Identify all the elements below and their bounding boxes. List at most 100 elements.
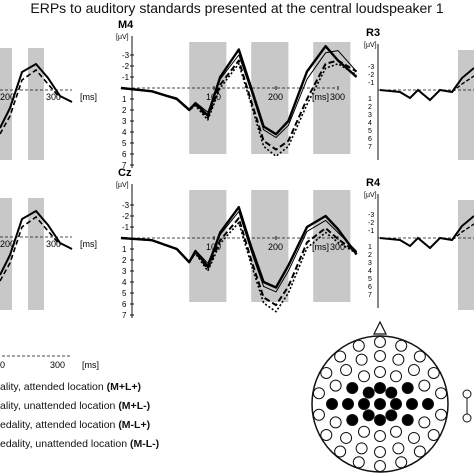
legend-item-m-minus-l-minus: edality, unattended location (M-L-) [0, 437, 159, 451]
electrode-open [320, 367, 333, 379]
y-tick-label: -1 [122, 223, 130, 232]
electrode-filled [385, 386, 398, 399]
x-unit-label: [ms] [312, 242, 329, 252]
series-line-dashed [451, 75, 474, 93]
electrode-open [392, 353, 405, 366]
x-tick-label: 200 [268, 242, 283, 252]
series-line-dashed [451, 223, 474, 241]
electrode-open [395, 456, 408, 469]
electrode-open [352, 456, 365, 469]
electrode-open [413, 445, 426, 458]
electrode-filled [362, 386, 375, 399]
series-line-solid-thick [379, 67, 474, 102]
series-line-solid-thick [379, 215, 474, 250]
y-tick-label: -2 [122, 62, 130, 71]
electrode-open [312, 408, 325, 421]
y-tick-label: 6 [122, 150, 127, 159]
shaded-window [28, 198, 44, 310]
electrode-open [352, 339, 365, 352]
y-tick-label: -1 [368, 228, 374, 235]
shaded-window [313, 42, 351, 154]
y-tick-label: 4 [368, 120, 372, 127]
y-tick-label: 7 [368, 144, 372, 151]
x-tick-label: 200 [0, 239, 15, 249]
y-unit-label: [µV] [116, 182, 129, 189]
shaded-window [0, 198, 12, 310]
electrode-open [355, 442, 368, 455]
electrode-filled [374, 414, 386, 426]
electrode-open [390, 370, 402, 383]
electrode-open [435, 387, 448, 400]
electrode-group [312, 336, 448, 472]
y-tick-label: -2 [122, 212, 130, 221]
y-tick-label: 2 [368, 104, 372, 111]
y-unit-label: [µV] [364, 192, 377, 199]
y-tick-label: 3 [122, 267, 127, 276]
x-tick-label: 300 [330, 242, 345, 252]
series-line-dashed [120, 217, 358, 307]
legend-code: (M-L+) [118, 419, 151, 431]
electrode-open [374, 350, 386, 362]
x-tick-label: 300 [330, 92, 345, 102]
electrode-filled [346, 414, 359, 426]
legend-text: edality, unattended location [0, 438, 130, 450]
electrode-filled [358, 398, 370, 410]
electrode-open [340, 431, 353, 444]
electrode-open [390, 425, 402, 438]
electrode-open [358, 370, 370, 383]
electrode-open [329, 379, 342, 392]
electrode-filled [362, 409, 375, 422]
y-tick-label: -1 [368, 80, 374, 87]
legend-item-m-plus-l-minus: ality, unattended location (M+L-) [0, 399, 150, 413]
electrode-open [427, 429, 440, 441]
electrode-open [435, 408, 448, 421]
y-tick-label: 7 [122, 161, 127, 170]
panel-left-truncated: 200 300 [ms] [0, 48, 97, 160]
electrode-open [340, 364, 353, 377]
y-tick-label: 6 [368, 284, 372, 291]
y-tick-label: 5 [122, 289, 127, 298]
electrode-filled [401, 414, 414, 426]
panel-left-truncated: 200 300 [ms] [0, 198, 97, 310]
series-line-dashed [0, 68, 61, 135]
electrode-filled [374, 382, 386, 394]
electrode-filled [374, 398, 386, 410]
electrode-open [374, 366, 386, 378]
electrode-open [374, 460, 386, 472]
electrode-open [329, 416, 342, 429]
electrode-open [418, 416, 431, 429]
electrode-open [374, 446, 386, 458]
electrode-filled [422, 398, 434, 410]
electrode-filled [326, 398, 338, 410]
electrode-open [355, 353, 368, 366]
y-tick-label: 2 [122, 106, 127, 115]
electrode-open [334, 350, 347, 363]
panel-cz: Cz [µV] -3 -2 -1 1 2 3 4 5 6 7 100 200 300[ms] [116, 167, 358, 320]
shaded-window [313, 190, 351, 302]
legend-text: ality, attended location [0, 381, 107, 393]
electrode-open [374, 430, 386, 442]
electrode-open [418, 379, 431, 392]
electrode-map [311, 320, 472, 473]
electrode-filled [342, 398, 354, 410]
scale-tick-label: 0 [0, 360, 5, 370]
y-tick-label: 3 [368, 260, 372, 267]
side-marker [462, 389, 472, 423]
shaded-window [458, 200, 474, 310]
series-line-solid-thick [0, 209, 73, 276]
legend-text: ality, unattended location [0, 400, 119, 412]
x-unit-label: [ms] [312, 92, 329, 102]
time-scale-bar: 0 300 [ms] [0, 355, 99, 370]
electrode-open [407, 431, 420, 444]
legend-code: (M-L-) [129, 438, 160, 450]
y-tick-label: 6 [122, 300, 127, 309]
series-line-dashed [0, 215, 61, 282]
electrode-open [358, 425, 370, 438]
y-tick-label: 1 [122, 95, 127, 104]
series-line-dotted [120, 221, 358, 313]
y-tick-label: -3 [122, 51, 130, 60]
y-tick-label: 4 [122, 128, 127, 137]
y-tick-label: -2 [368, 72, 374, 79]
y-tick-label: -3 [368, 212, 374, 219]
